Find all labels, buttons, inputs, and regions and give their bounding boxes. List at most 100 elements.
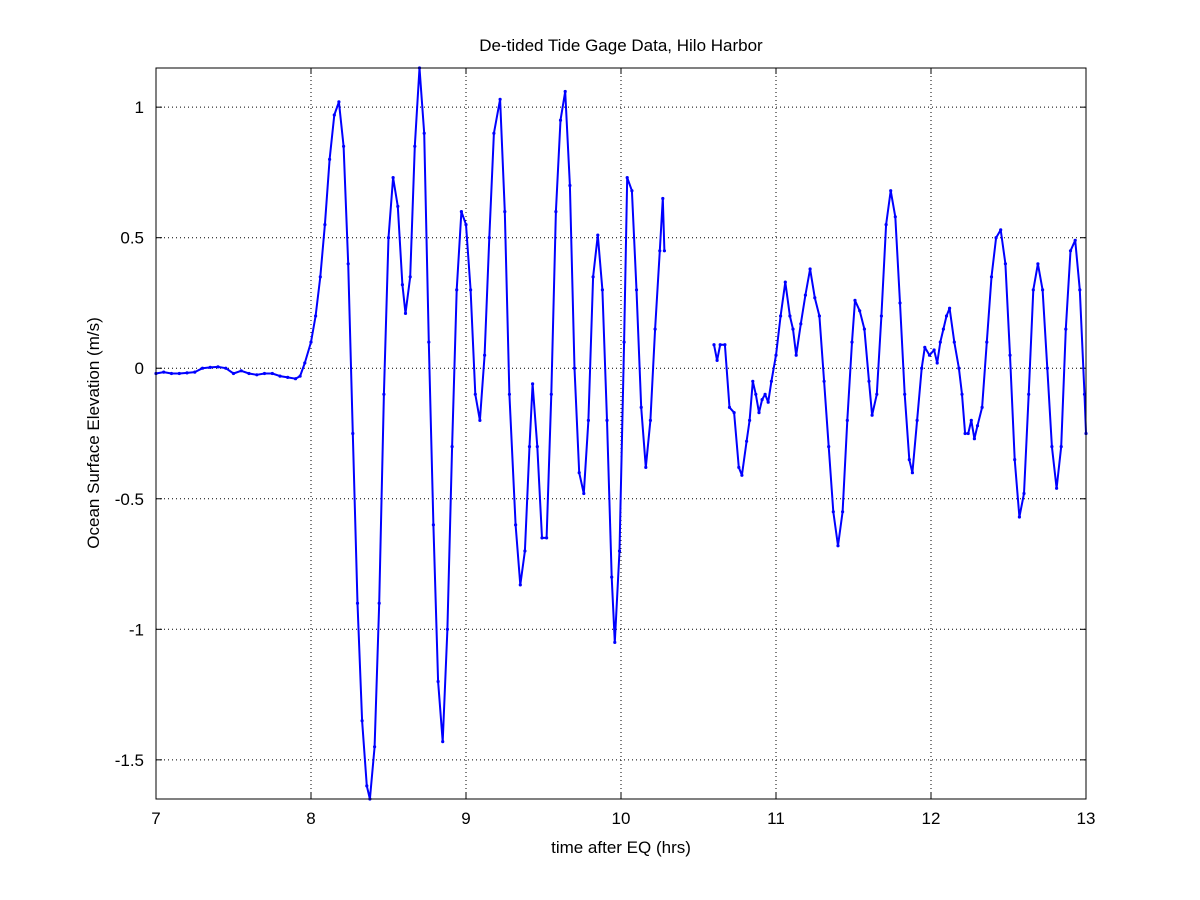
data-point bbox=[558, 118, 563, 122]
data-point bbox=[441, 740, 445, 744]
data-point bbox=[1045, 366, 1049, 370]
data-point bbox=[391, 176, 395, 180]
data-point bbox=[365, 784, 369, 788]
data-point bbox=[952, 340, 956, 344]
data-point bbox=[514, 523, 518, 527]
x-tick-labels: 7 8 9 10 11 12 13 bbox=[151, 809, 1095, 828]
data-point bbox=[1068, 249, 1073, 253]
data-point bbox=[1082, 392, 1087, 396]
y-tick-label: -0.5 bbox=[115, 490, 144, 509]
chart-title: De-tided Tide Gage Data, Hilo Harbor bbox=[479, 36, 763, 55]
data-point bbox=[239, 369, 243, 373]
data-point bbox=[332, 113, 336, 117]
data-point bbox=[431, 523, 435, 527]
data-point bbox=[1078, 288, 1082, 292]
data-point bbox=[966, 431, 970, 436]
data-point bbox=[582, 491, 586, 496]
data-point bbox=[224, 366, 228, 370]
data-point bbox=[303, 361, 307, 365]
data-point bbox=[255, 373, 259, 377]
data-point bbox=[459, 210, 463, 214]
data-point bbox=[822, 379, 826, 383]
data-point bbox=[540, 536, 544, 540]
data-point bbox=[907, 458, 911, 462]
data-point bbox=[941, 327, 946, 331]
axes-box bbox=[155, 67, 1087, 800]
data-point bbox=[1036, 262, 1040, 266]
data-point bbox=[373, 745, 377, 749]
x-tick-label: 11 bbox=[767, 809, 785, 828]
data-point bbox=[270, 371, 274, 376]
data-point bbox=[748, 418, 752, 422]
data-point bbox=[648, 418, 653, 422]
data-point bbox=[745, 439, 749, 443]
data-point bbox=[884, 223, 888, 227]
data-point bbox=[625, 176, 629, 180]
data-point bbox=[309, 340, 313, 344]
data-point bbox=[862, 327, 867, 331]
data-point bbox=[527, 445, 532, 449]
data-point bbox=[355, 601, 360, 605]
data-point bbox=[337, 100, 341, 104]
x-tick-label: 7 bbox=[151, 809, 160, 828]
data-point bbox=[318, 275, 322, 279]
data-point bbox=[483, 353, 487, 357]
data-point bbox=[1073, 238, 1077, 242]
data-point bbox=[200, 366, 205, 370]
data-point bbox=[610, 575, 614, 579]
data-point bbox=[216, 365, 220, 369]
data-point bbox=[813, 296, 817, 300]
data-point bbox=[766, 400, 770, 404]
data-point bbox=[963, 431, 967, 436]
data-point bbox=[346, 262, 350, 266]
data-point bbox=[831, 510, 835, 514]
data-point bbox=[932, 348, 936, 352]
axes-background bbox=[156, 68, 1086, 799]
data-point bbox=[1022, 491, 1026, 496]
data-point bbox=[1064, 327, 1068, 331]
data-point bbox=[944, 314, 949, 318]
data-point bbox=[999, 228, 1003, 232]
data-point bbox=[975, 424, 980, 428]
data-point bbox=[162, 370, 166, 374]
data-point bbox=[903, 392, 907, 396]
data-point bbox=[927, 353, 932, 357]
data-point bbox=[507, 392, 511, 396]
data-point bbox=[827, 445, 831, 449]
data-point bbox=[554, 210, 558, 214]
data-point bbox=[436, 679, 440, 684]
data-point bbox=[1027, 392, 1031, 396]
data-point bbox=[779, 314, 783, 318]
data-point bbox=[910, 471, 915, 475]
data-point bbox=[867, 379, 871, 383]
data-point bbox=[879, 314, 884, 318]
data-point bbox=[1017, 515, 1022, 519]
y-tick-labels: 1 0.5 0 -0.5 -1 -1.5 bbox=[115, 98, 144, 770]
data-point bbox=[549, 392, 553, 396]
data-point bbox=[351, 431, 355, 436]
data-point bbox=[605, 418, 609, 422]
data-point bbox=[596, 233, 600, 237]
data-point bbox=[323, 223, 327, 227]
data-point bbox=[1031, 288, 1035, 292]
data-point bbox=[794, 353, 798, 357]
y-tick-label: -1.5 bbox=[115, 751, 144, 770]
x-axis-title: time after EQ (hrs) bbox=[551, 838, 691, 857]
y-tick-label: 1 bbox=[135, 98, 144, 117]
data-point bbox=[613, 640, 617, 645]
data-point bbox=[185, 371, 189, 375]
data-point bbox=[247, 371, 251, 376]
data-point bbox=[386, 236, 391, 240]
data-point bbox=[498, 97, 502, 101]
data-point bbox=[169, 371, 174, 376]
data-point bbox=[1013, 458, 1017, 462]
data-point bbox=[531, 382, 535, 386]
data-point bbox=[760, 398, 764, 402]
data-point bbox=[1059, 445, 1063, 449]
data-point bbox=[969, 418, 973, 422]
data-point bbox=[382, 392, 386, 396]
data-point bbox=[586, 418, 591, 422]
data-point bbox=[661, 196, 665, 201]
data-point bbox=[732, 411, 736, 415]
data-point bbox=[803, 293, 808, 297]
